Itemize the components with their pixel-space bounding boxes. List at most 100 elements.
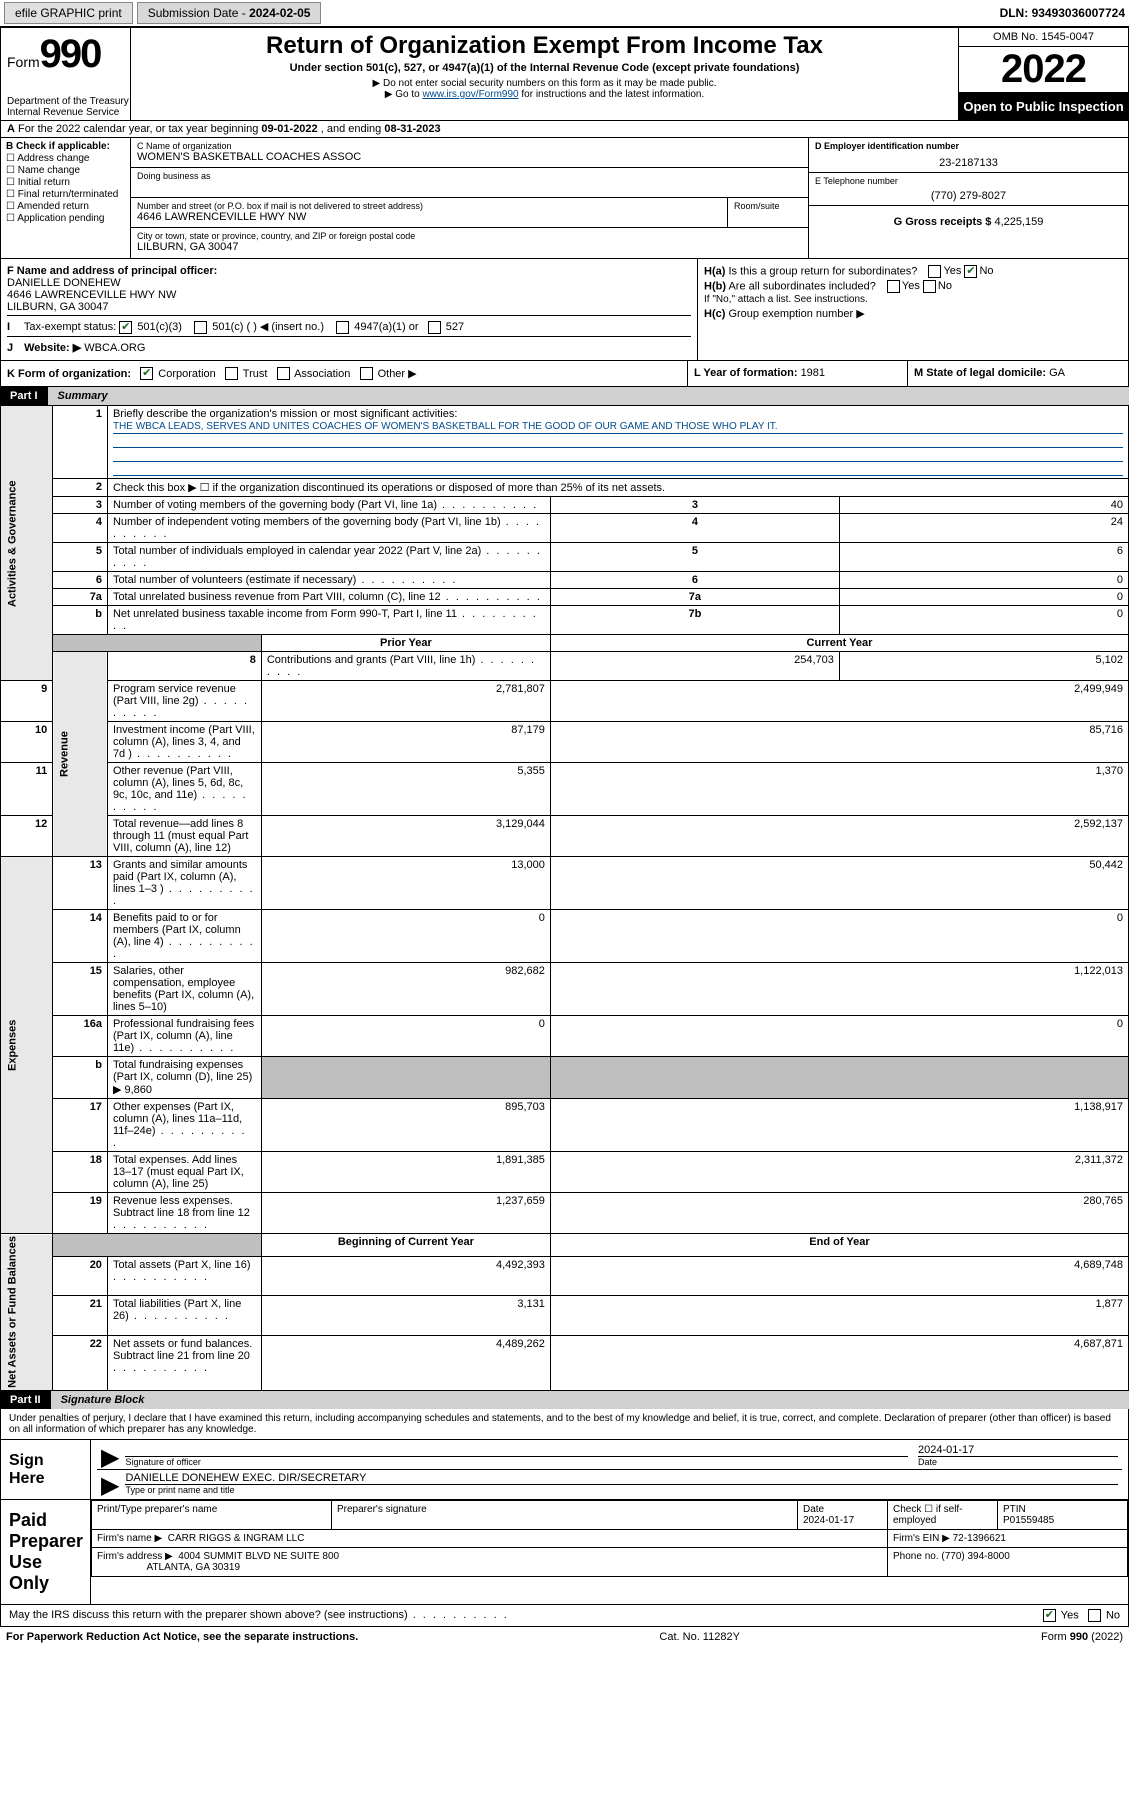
chk-initial-return[interactable]: Initial return bbox=[6, 177, 125, 188]
open-public-badge: Open to Public Inspection bbox=[959, 93, 1128, 120]
row-exp-14: 14 Benefits paid to or for members (Part… bbox=[1, 910, 1129, 963]
j-block: J Website: ▶ WBCA.ORG bbox=[7, 336, 691, 354]
side-activities-governance: Activities & Governance bbox=[1, 406, 53, 681]
f-block: F Name and address of principal officer:… bbox=[7, 265, 691, 313]
row-a-label: A bbox=[7, 123, 15, 135]
chk-association[interactable] bbox=[277, 367, 290, 380]
firm-ein-value: 72-1396621 bbox=[953, 1533, 1006, 1544]
chk-501c[interactable] bbox=[194, 321, 207, 334]
ha-yes-label: Yes bbox=[943, 265, 961, 277]
ln-num: 3 bbox=[53, 497, 108, 514]
ln-num: 19 bbox=[53, 1193, 108, 1234]
chk-name-change[interactable]: Name change bbox=[6, 165, 125, 176]
top-bar: efile GRAPHIC print Submission Date - 20… bbox=[0, 0, 1129, 27]
ln-num: 15 bbox=[53, 963, 108, 1016]
paid-preparer-body: Print/Type preparer's name Preparer's si… bbox=[91, 1500, 1128, 1604]
hc-label: H(c) bbox=[704, 308, 725, 320]
cell-gross: G Gross receipts $ 4,225,159 bbox=[809, 206, 1128, 236]
arrow-icon: ▶ bbox=[101, 1449, 119, 1467]
ln-num: b bbox=[53, 606, 108, 635]
chk-address-change[interactable]: Address change bbox=[6, 153, 125, 164]
ln-prior: 4,492,393 bbox=[261, 1257, 550, 1296]
ln-desc: Contributions and grants (Part VIII, lin… bbox=[261, 652, 550, 681]
ptin-value: P01559485 bbox=[1003, 1515, 1122, 1526]
sig-name-label: Type or print name and title bbox=[125, 1484, 1118, 1495]
ln-current: 1,122,013 bbox=[550, 963, 1128, 1016]
ha-no-checkbox[interactable] bbox=[964, 265, 977, 278]
row-net-21: 21 Total liabilities (Part X, line 26) 3… bbox=[1, 1296, 1129, 1335]
firm-name-cell: Firm's name ▶ CARR RIGGS & INGRAM LLC bbox=[92, 1530, 888, 1548]
chk-application-pending[interactable]: Application pending bbox=[6, 213, 125, 224]
irs-link[interactable]: www.irs.gov/Form990 bbox=[422, 89, 518, 100]
row-a-pre: For the 2022 calendar year, or tax year … bbox=[18, 123, 261, 135]
form-title: Return of Organization Exempt From Incom… bbox=[139, 32, 950, 60]
chk-527[interactable] bbox=[428, 321, 441, 334]
ln-num: 16a bbox=[53, 1016, 108, 1057]
signature-block: Under penalties of perjury, I declare th… bbox=[0, 1409, 1129, 1627]
form-header: Form990 Department of the Treasury Inter… bbox=[0, 27, 1129, 121]
row-exp-19: 19 Revenue less expenses. Subtract line … bbox=[1, 1193, 1129, 1234]
ln-desc: Benefits paid to or for members (Part IX… bbox=[107, 910, 261, 963]
tax-year: 2022 bbox=[959, 47, 1128, 93]
i-label: I bbox=[7, 321, 21, 333]
firm-ein-cell: Firm's EIN ▶ 72-1396621 bbox=[888, 1530, 1128, 1548]
ln-num: 6 bbox=[53, 572, 108, 589]
may-irs-no-checkbox[interactable] bbox=[1088, 1609, 1101, 1622]
chk-corporation[interactable] bbox=[140, 367, 153, 380]
m-label: M State of legal domicile: bbox=[914, 367, 1049, 379]
hb-yes-checkbox[interactable] bbox=[887, 280, 900, 293]
chk-other[interactable] bbox=[360, 367, 373, 380]
ln-prior: 2,781,807 bbox=[261, 681, 550, 722]
may-irs-yes-checkbox[interactable] bbox=[1043, 1609, 1056, 1622]
firm-addr-cell: Firm's address ▶ 4004 SUMMIT BLVD NE SUI… bbox=[92, 1548, 888, 1577]
sig-intro-text: Under penalties of perjury, I declare th… bbox=[1, 1409, 1128, 1439]
i-text: Tax-exempt status: bbox=[24, 321, 116, 333]
col-b-label: B Check if applicable: bbox=[6, 141, 125, 152]
16b-shade-1 bbox=[261, 1057, 550, 1099]
prep-name-cell: Print/Type preparer's name bbox=[92, 1501, 332, 1530]
cell-org-name: C Name of organization WOMEN'S BASKETBAL… bbox=[131, 138, 808, 168]
summary-table: Activities & Governance 1 Briefly descri… bbox=[0, 405, 1129, 1391]
ln-prior: 0 bbox=[261, 1016, 550, 1057]
hb-yes-label: Yes bbox=[902, 280, 920, 292]
cell-city: City or town, state or province, country… bbox=[131, 228, 808, 258]
ln-desc: Other revenue (Part VIII, column (A), li… bbox=[107, 763, 261, 816]
row-ag-4: 4 Number of independent voting members o… bbox=[1, 514, 1129, 543]
ln-current: 1,370 bbox=[550, 763, 1128, 816]
chk-501c3[interactable] bbox=[119, 321, 132, 334]
k-block: K Form of organization: Corporation Trus… bbox=[1, 361, 688, 387]
col-c-org-info: C Name of organization WOMEN'S BASKETBAL… bbox=[131, 138, 808, 258]
dln-box: DLN: 93493036007724 bbox=[1000, 6, 1125, 20]
ha-text: Is this a group return for subordinates? bbox=[728, 265, 917, 277]
prep-date-cell: Date 2024-01-17 bbox=[798, 1501, 888, 1530]
chk-trust[interactable] bbox=[225, 367, 238, 380]
ln-current: 1,138,917 bbox=[550, 1099, 1128, 1152]
efile-print-button[interactable]: efile GRAPHIC print bbox=[4, 2, 133, 24]
street-label: Number and street (or P.O. box if mail i… bbox=[137, 201, 721, 211]
ln-desc: Professional fundraising fees (Part IX, … bbox=[107, 1016, 261, 1057]
l-value: 1981 bbox=[801, 367, 825, 379]
firm-phone-label: Phone no. bbox=[893, 1551, 941, 1562]
chk-final-return[interactable]: Final return/terminated bbox=[6, 189, 125, 200]
col-d-info: D Employer identification number 23-2187… bbox=[808, 138, 1128, 258]
ln-num: 22 bbox=[53, 1335, 108, 1390]
prep-sig-label: Preparer's signature bbox=[337, 1504, 792, 1515]
chk-amended-return[interactable]: Amended return bbox=[6, 201, 125, 212]
ln-num: 7a bbox=[53, 589, 108, 606]
header-mid: Return of Organization Exempt From Incom… bbox=[131, 28, 958, 120]
chk-4947[interactable] bbox=[336, 321, 349, 334]
part-1-label: Part I bbox=[0, 387, 48, 405]
form-number: 990 bbox=[40, 32, 101, 76]
ssn-note: Do not enter social security numbers on … bbox=[139, 78, 950, 89]
footer: For Paperwork Reduction Act Notice, see … bbox=[0, 1627, 1129, 1647]
hb-no-checkbox[interactable] bbox=[923, 280, 936, 293]
i-block: I Tax-exempt status: 501(c)(3) 501(c) ( … bbox=[7, 315, 691, 334]
org-name-value: WOMEN'S BASKETBALL COACHES ASSOC bbox=[137, 151, 802, 163]
prep-ptin-cell: PTIN P01559485 bbox=[998, 1501, 1128, 1530]
col-b-checkboxes: B Check if applicable: Address change Na… bbox=[1, 138, 131, 258]
sign-here-row: Sign Here ▶ Signature of officer 2024-01… bbox=[1, 1439, 1128, 1499]
row-net-22: 22 Net assets or fund balances. Subtract… bbox=[1, 1335, 1129, 1390]
row-ag-5: 5 Total number of individuals employed i… bbox=[1, 543, 1129, 572]
row-exp-18: 18 Total expenses. Add lines 13–17 (must… bbox=[1, 1152, 1129, 1193]
ha-yes-checkbox[interactable] bbox=[928, 265, 941, 278]
